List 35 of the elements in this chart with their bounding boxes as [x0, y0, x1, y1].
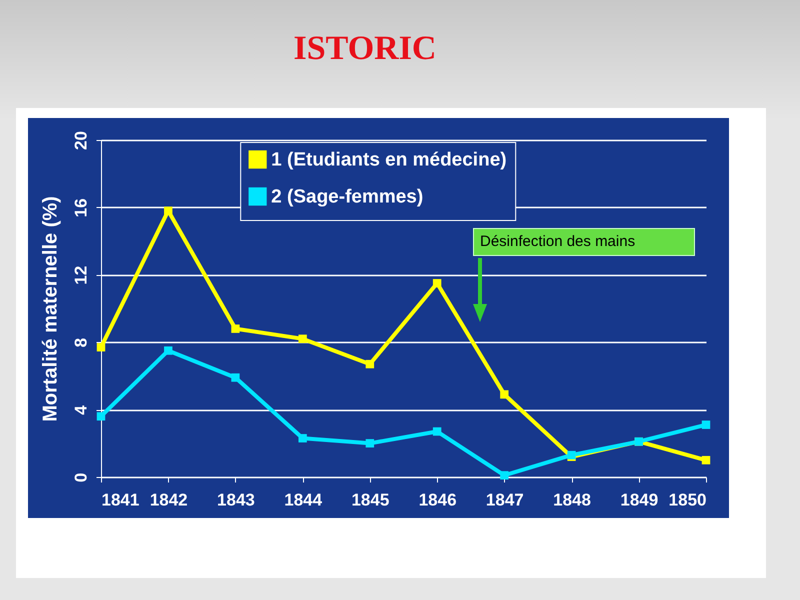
y-tick-label: 20 — [72, 131, 90, 150]
point — [500, 390, 509, 399]
point — [366, 439, 374, 448]
annotation: Désinfection des mains — [480, 232, 636, 252]
point — [702, 456, 710, 464]
x-tick-label: 1849 — [620, 490, 658, 510]
legend-label: 2 (Sage-femmes) — [271, 186, 424, 208]
chart-title: ISTORIC — [292, 30, 438, 68]
point — [432, 279, 442, 288]
point — [500, 471, 509, 480]
x-tick-label: 1843 — [217, 490, 255, 510]
x-tick-label: 1846 — [418, 490, 457, 510]
x-tick-label: 1841 — [102, 490, 140, 510]
point — [432, 427, 442, 436]
point — [366, 360, 374, 368]
x-tick-label: 1844 — [284, 490, 323, 510]
point — [231, 373, 240, 382]
point — [298, 434, 307, 442]
point — [164, 346, 172, 355]
x-tick-label: 1845 — [351, 490, 390, 510]
y-tick-label: 16 — [72, 198, 90, 218]
x-tick-label: 1848 — [553, 490, 591, 510]
x-tick-label: 1847 — [486, 490, 524, 510]
y-tick-label: 8 — [72, 338, 90, 348]
y-axis-title: Mortalité maternelle (%) — [40, 196, 62, 422]
point — [231, 324, 240, 333]
y-tick-label: 0 — [72, 472, 90, 482]
y-tick-label: 12 — [72, 266, 90, 285]
point — [164, 206, 172, 215]
point — [298, 334, 307, 344]
x-tick-label: 1842 — [150, 490, 188, 510]
legend-label: 1 (Etudiants en médecine) — [271, 150, 507, 170]
point — [702, 420, 710, 429]
x-tick-label: 1850 — [668, 490, 706, 510]
y-tick-label: 4 — [72, 404, 90, 415]
